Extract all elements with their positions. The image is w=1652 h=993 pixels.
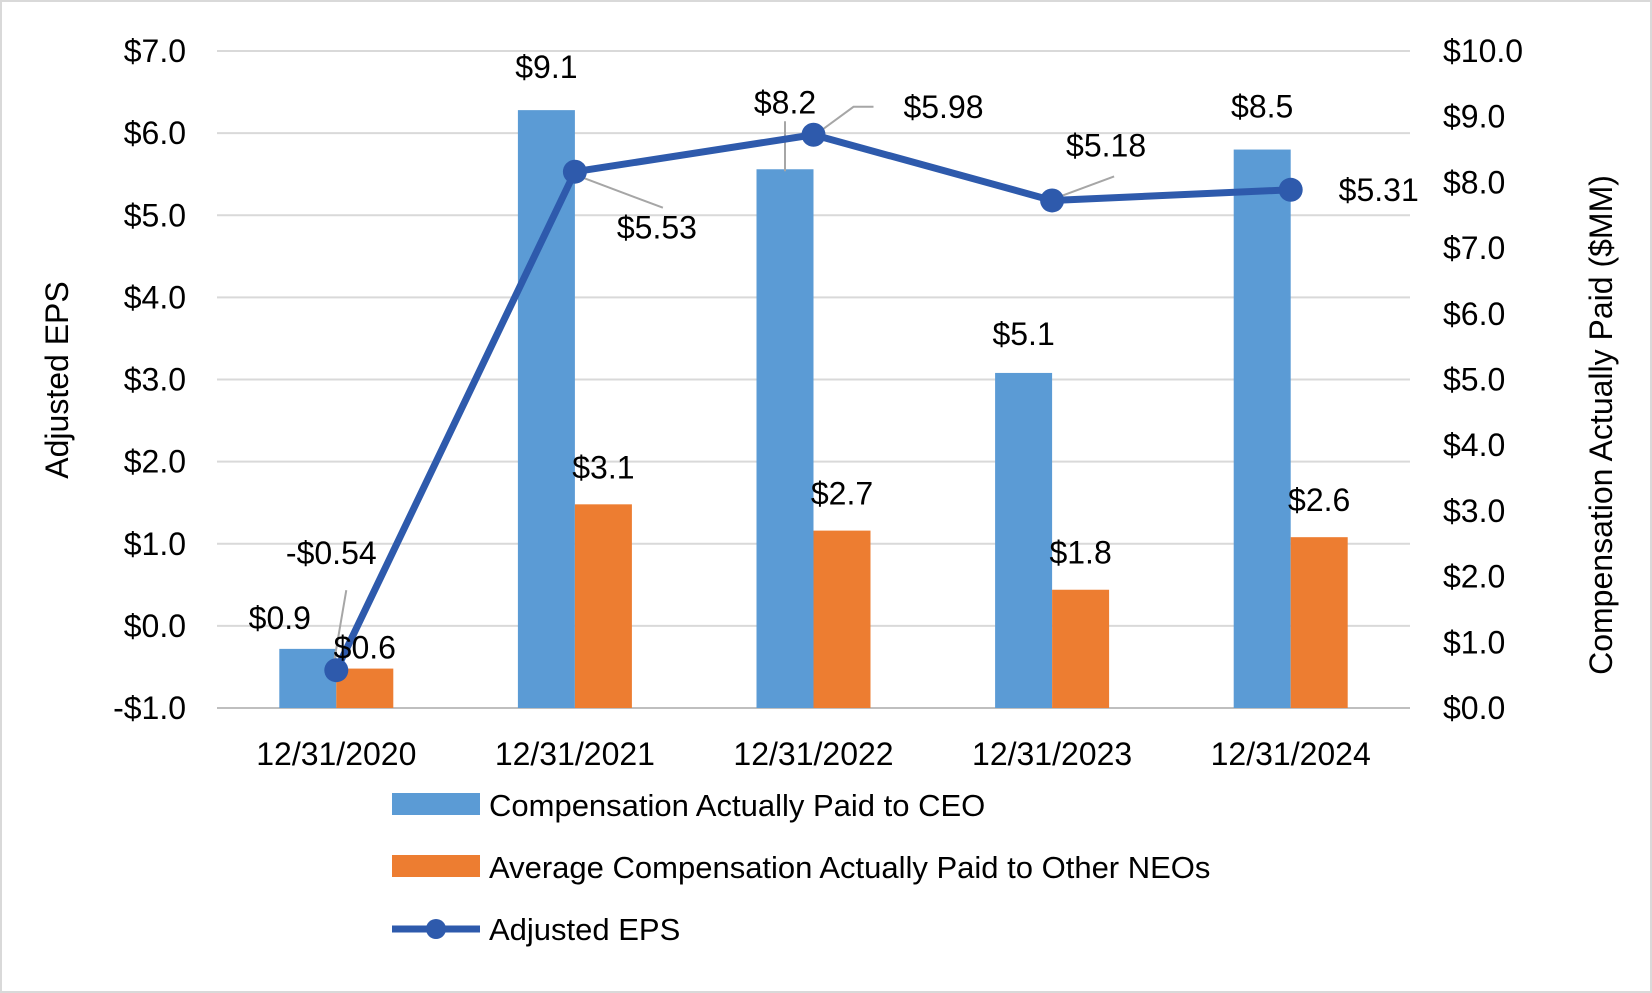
left-tick-label: $6.0	[124, 115, 186, 151]
legend-swatch-ceo	[392, 793, 480, 815]
right-axis-title: Compensation Actually Paid ($MM)	[1583, 175, 1619, 675]
bar-neo	[574, 504, 632, 708]
bar-ceo	[1233, 149, 1291, 709]
left-tick-label: $7.0	[124, 33, 186, 69]
legend-swatch-neo	[392, 855, 480, 877]
eps-marker	[562, 159, 587, 184]
bar-label-ceo: $8.2	[754, 84, 816, 120]
right-tick-label: $7.0	[1443, 230, 1505, 266]
left-tick-label: $5.0	[124, 197, 186, 233]
bar-label-neo: $2.6	[1288, 482, 1350, 518]
bar-neo	[1290, 537, 1348, 708]
legend-swatch-eps-marker	[426, 919, 446, 939]
eps-marker	[801, 122, 826, 147]
bar-ceo	[995, 372, 1053, 708]
category-label: 12/31/2022	[733, 736, 893, 772]
bar-label-neo: $2.7	[811, 476, 873, 512]
eps-label-leader	[333, 590, 348, 661]
eps-marker	[324, 658, 349, 683]
right-tick-label: $1.0	[1443, 624, 1505, 660]
legend-label-neo: Average Compensation Actually Paid to Ot…	[489, 850, 1210, 885]
bar-neo	[813, 530, 871, 708]
bar-label-ceo: $0.9	[249, 600, 311, 636]
bar-label-neo: $0.6	[334, 630, 396, 666]
bar-neo	[1052, 589, 1110, 708]
left-tick-label: $3.0	[124, 362, 186, 398]
right-tick-label: $3.0	[1443, 493, 1505, 529]
right-tick-label: $0.0	[1443, 690, 1505, 726]
eps-data-label: $5.18	[1066, 127, 1146, 163]
right-tick-label: $10.0	[1443, 33, 1523, 69]
legend: Compensation Actually Paid to CEO Averag…	[392, 788, 1210, 947]
eps-label-leader	[1059, 175, 1115, 198]
left-axis-ticks: -$1.0 $0.0 $1.0 $2.0 $3.0 $4.0 $5.0 $6.0 $7.0	[113, 33, 186, 726]
category-label: 12/31/2024	[1211, 736, 1371, 772]
bar-label-ceo: $5.1	[992, 316, 1054, 352]
bar-ceo	[517, 110, 575, 708]
eps-data-label: -$0.54	[286, 535, 377, 571]
left-tick-label: $4.0	[124, 279, 186, 315]
legend-label-ceo: Compensation Actually Paid to CEO	[489, 788, 985, 823]
left-axis-title: Adjusted EPS	[39, 281, 75, 478]
bars	[279, 110, 1348, 709]
eps-data-label: $5.53	[617, 210, 697, 246]
category-axis-ticks: 12/31/2020 12/31/2021 12/31/2022 12/31/2023…	[256, 736, 1371, 772]
right-tick-label: $5.0	[1443, 362, 1505, 398]
category-label: 12/31/2020	[256, 736, 416, 772]
left-tick-label: $2.0	[124, 444, 186, 480]
bar-ceo	[756, 169, 814, 708]
right-tick-label: $6.0	[1443, 296, 1505, 332]
bar-label-ceo: $9.1	[515, 49, 577, 85]
left-tick-label: $0.0	[124, 608, 186, 644]
left-tick-label: -$1.0	[113, 690, 186, 726]
leader-lines	[333, 105, 1115, 661]
eps-data-label: $5.98	[903, 89, 983, 125]
right-axis-ticks: $0.0 $1.0 $2.0 $3.0 $4.0 $5.0 $6.0 $7.0 $8.0 $9.0…	[1443, 33, 1523, 726]
bar-label-neo: $3.1	[572, 449, 634, 485]
left-tick-label: $1.0	[124, 526, 186, 562]
bar-ceo	[279, 648, 337, 708]
right-tick-label: $9.0	[1443, 99, 1505, 135]
bar-label-neo: $1.8	[1049, 535, 1111, 571]
eps-marker	[1278, 177, 1303, 202]
eps-label-leader	[822, 105, 874, 130]
category-label: 12/31/2023	[972, 736, 1132, 772]
eps-data-label: $5.31	[1339, 172, 1419, 208]
right-tick-label: $2.0	[1443, 559, 1505, 595]
category-label: 12/31/2021	[495, 736, 655, 772]
eps-label-leader	[582, 176, 664, 209]
data-labels: $0.9 $0.6 $9.1 $3.1 $8.2 $2.7 $5.1 $1.8 $8.5 $2.6…	[249, 49, 1419, 665]
bar-label-ceo: $8.5	[1231, 89, 1293, 125]
right-tick-label: $8.0	[1443, 164, 1505, 200]
right-tick-label: $4.0	[1443, 427, 1505, 463]
eps-line	[324, 122, 1303, 683]
legend-label-eps: Adjusted EPS	[489, 912, 680, 947]
eps-marker	[1040, 188, 1065, 213]
